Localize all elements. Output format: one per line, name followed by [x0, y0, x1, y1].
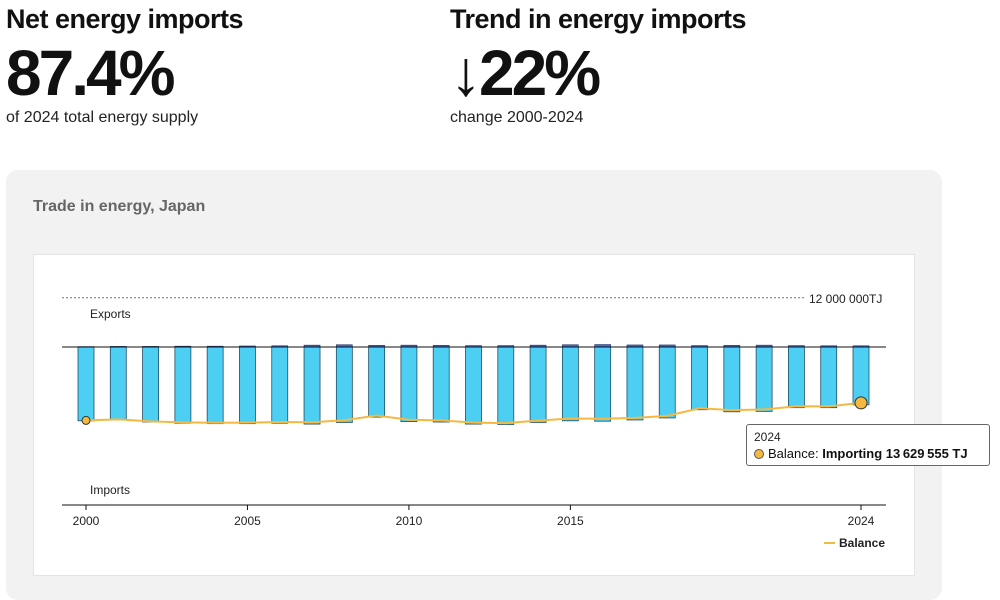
kpi-subtitle: of 2024 total energy supply	[6, 108, 243, 128]
import-bar	[821, 347, 837, 408]
x-tick-label: 2005	[234, 514, 261, 528]
import-bar	[272, 347, 288, 423]
tooltip-year: 2024	[754, 430, 982, 444]
x-tick-label: 2000	[73, 514, 100, 528]
import-bar	[724, 347, 740, 412]
chart-panel: Trade in energy, Japan 12 000 000TJ Expor…	[6, 170, 942, 600]
x-tick-label: 2015	[557, 514, 584, 528]
import-bar	[562, 347, 578, 421]
import-bar	[110, 347, 126, 420]
tooltip-line: Balance: Importing 13 629 555 TJ	[754, 446, 982, 461]
chart-card: 12 000 000TJ Exports Imports 2000 2005 2010 20…	[33, 254, 915, 576]
trade-chart: 12 000 000TJ Exports Imports 2000 2005 2010 20…	[34, 255, 914, 575]
reference-label: 12 000 000TJ	[809, 292, 882, 306]
balance-start-point	[82, 416, 90, 424]
kpi-value: ↓22%	[450, 40, 746, 106]
import-bar	[401, 347, 417, 422]
import-bar	[369, 347, 385, 417]
kpi-subtitle: change 2000-2024	[450, 108, 746, 128]
import-bar	[336, 347, 352, 422]
kpi-value: 87.4%	[6, 40, 243, 106]
import-bar	[659, 347, 675, 418]
kpi-trend-energy-imports: Trend in energy imports ↓22% change 2000…	[450, 0, 746, 128]
import-bar	[853, 347, 869, 405]
chart-tooltip: 2024 Balance: Importing 13 629 555 TJ	[746, 424, 990, 466]
import-bar	[530, 347, 546, 422]
x-tick-label: 2010	[396, 514, 423, 528]
kpi-title: Net energy imports	[6, 4, 243, 34]
import-bar	[756, 347, 772, 411]
import-bar	[788, 347, 804, 408]
import-bar	[175, 347, 191, 423]
kpi-net-energy-imports: Net energy imports 87.4% of 2024 total e…	[6, 0, 243, 128]
import-bar	[239, 347, 255, 424]
import-bar	[433, 347, 449, 422]
import-bar	[692, 347, 708, 410]
import-bar	[595, 347, 611, 421]
import-bar	[207, 347, 223, 424]
kpi-title: Trend in energy imports	[450, 4, 746, 34]
import-bar	[627, 347, 643, 420]
tooltip-value: Importing 13 629 555 TJ	[822, 446, 967, 461]
import-bar	[78, 347, 94, 421]
tooltip-label: Balance:	[768, 446, 819, 461]
import-bar	[143, 347, 159, 422]
chart-panel-title: Trade in energy, Japan	[33, 198, 205, 216]
import-bar	[466, 347, 482, 424]
import-bar	[498, 347, 514, 424]
legend-balance-label: Balance	[839, 536, 885, 550]
x-tick-label: 2024	[848, 514, 875, 528]
balance-marker-icon	[754, 449, 764, 459]
region-label-exports: Exports	[90, 307, 131, 321]
balance-highlight-point	[855, 397, 867, 409]
region-label-imports: Imports	[90, 483, 130, 497]
import-bar	[304, 347, 320, 424]
